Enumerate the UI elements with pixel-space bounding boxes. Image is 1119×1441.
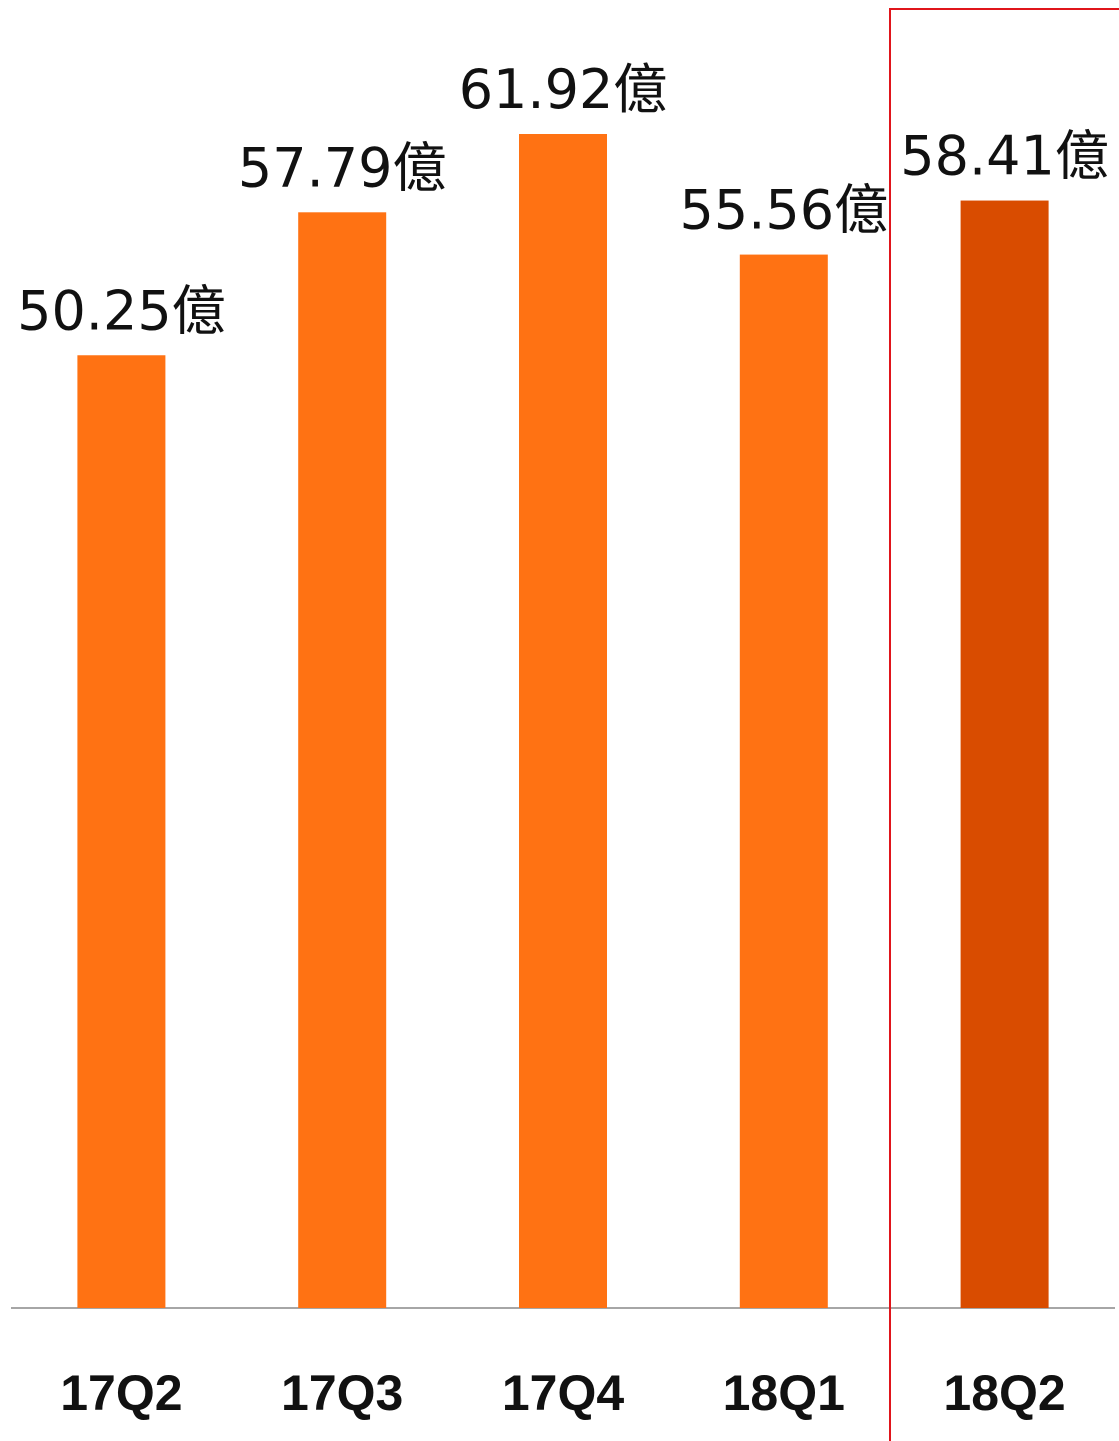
bar-17Q2 (77, 355, 166, 1309)
data-label-18Q2: 58.41億 (900, 125, 1109, 188)
data-label-17Q3: 57.79億 (238, 136, 447, 199)
data-label-17Q2: 50.25億 (17, 279, 226, 342)
x-tick-labels-group: 17Q2 17Q3 17Q4 18Q1 18Q2 (60, 1365, 1066, 1421)
bars-group (77, 134, 1049, 1309)
highlight-box (889, 8, 1119, 1441)
data-label-17Q4: 61.92億 (459, 58, 668, 121)
bar-18Q2 (960, 200, 1049, 1308)
x-tick-label-18Q2: 18Q2 (943, 1365, 1065, 1421)
x-tick-label-17Q3: 17Q3 (281, 1365, 403, 1421)
bar-17Q3 (298, 212, 387, 1309)
bar-18Q1 (739, 254, 828, 1309)
x-tick-label-18Q1: 18Q1 (723, 1365, 845, 1421)
x-tick-label-17Q2: 17Q2 (60, 1365, 182, 1421)
bar-17Q4 (519, 134, 607, 1308)
x-tick-label-17Q4: 17Q4 (502, 1365, 625, 1421)
data-label-18Q1: 55.56億 (680, 179, 889, 242)
